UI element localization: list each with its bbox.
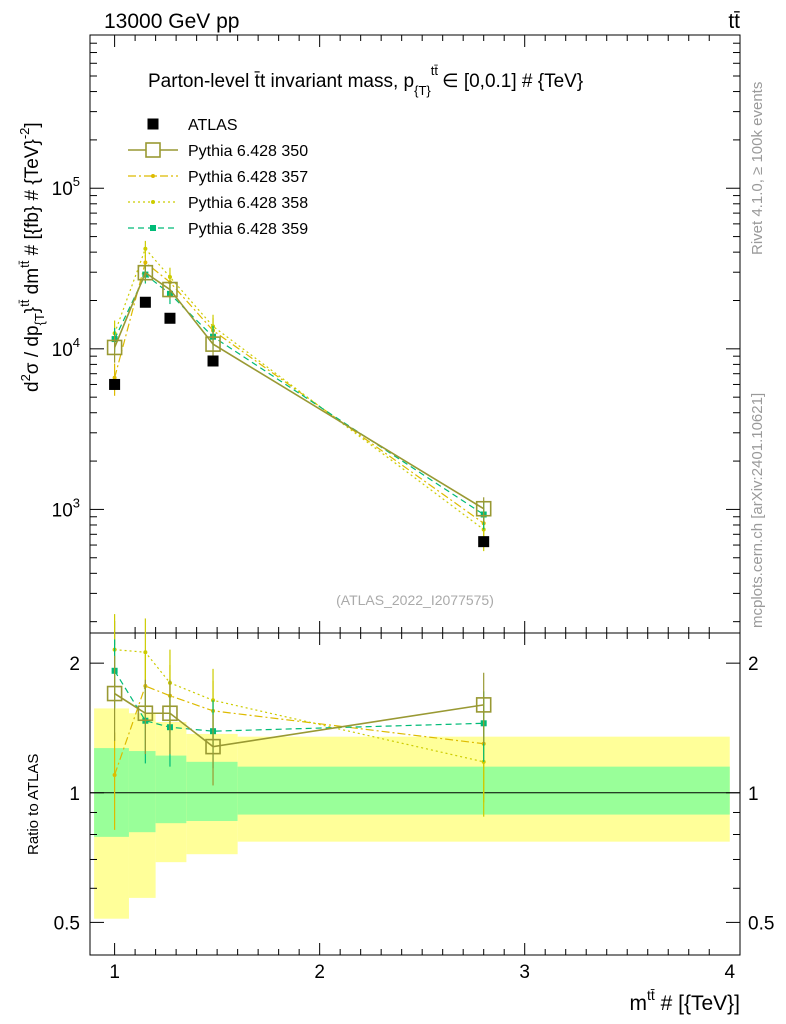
x-tick-label: 4: [724, 962, 735, 983]
main-series-2-marker: [112, 375, 117, 380]
xlabel-m: m: [629, 992, 647, 1015]
ratio-y-tick-label-right: 0.5: [748, 913, 774, 934]
legend-marker-3: [151, 200, 155, 204]
main-series-3-line: [114, 247, 485, 530]
x-tick-label: 2: [314, 962, 325, 983]
title-sup: tt̄: [431, 63, 439, 78]
main-series-3-marker: [143, 246, 148, 251]
ratio-frame: [89, 632, 741, 956]
legend-label-1: Pythia 6.428 350: [188, 143, 308, 160]
x-tick-label: 1: [109, 962, 120, 983]
main-series-2-marker: [143, 260, 148, 265]
legend-marker-4: [150, 225, 156, 231]
green-band-segment: [155, 755, 187, 824]
ratio-y-tick-label: 0.5: [54, 913, 80, 934]
ratio-series: [106, 614, 492, 830]
ratio-series-1-marker: [162, 705, 178, 722]
legend-label-3: Pythia 6.428 358: [188, 195, 308, 212]
ratio-series-1-marker: [106, 685, 123, 702]
legend-label-2: Pythia 6.428 357: [188, 169, 308, 186]
ratio-series-3-marker: [143, 650, 148, 655]
header-left: 13000 GeV pp: [104, 10, 239, 33]
title-tail: ∈ [0,0.1] # {TeV}: [442, 71, 583, 92]
green-band-segment: [186, 761, 238, 821]
main-series-1-marker: [162, 281, 178, 298]
legend-marker-atlas: [147, 118, 159, 130]
ratio-series-1-marker: [205, 738, 221, 755]
title-sub: {T}: [414, 83, 431, 98]
atlas-data-point: [478, 536, 490, 548]
watermark: (ATLAS_2022_I2077575): [336, 592, 494, 608]
main-series-1-marker: [475, 500, 492, 517]
ylabel-close: ]: [22, 122, 43, 127]
ratio-series-1-marker: [137, 705, 154, 722]
x-tick-label: 3: [519, 962, 530, 983]
main-series-1-marker: [205, 336, 221, 352]
xlabel: mtt̄ # [{TeV}]: [629, 987, 740, 1015]
ratio-y-tick-label: 2: [69, 654, 80, 675]
main-series: [106, 240, 492, 552]
ylabel-sub: {T: [32, 313, 47, 325]
atlas-data-point: [207, 355, 219, 367]
uncertainty-bands: [90, 708, 740, 919]
ratio-series-2-line: [114, 685, 484, 776]
ratio-ylabel: Ratio to ATLAS: [25, 754, 42, 855]
ratio-y-tick-label-right: 2: [748, 654, 759, 675]
main-series-3-marker: [167, 275, 172, 280]
green-band-segment: [128, 751, 156, 833]
legend-marker-2: [151, 174, 155, 178]
title-text: Parton-level t̄t invariant mass, p: [148, 71, 414, 92]
xlabel-tail: # [{TeV}]: [655, 992, 740, 1015]
header-right: tt̄: [728, 10, 740, 33]
legend: ATLAS Pythia 6.428 350 Pythia 6.428 357 Pyt…: [128, 117, 308, 238]
ylabel-dm: dm: [22, 268, 43, 300]
chart-title: Parton-level t̄t invariant mass, p{T}tt̄…: [148, 63, 583, 98]
atlas-data-point: [109, 378, 121, 390]
legend-label-4: Pythia 6.428 359: [188, 221, 308, 238]
y-tick-label: 105: [52, 174, 80, 200]
ylabel-dm-sup: tt̄: [17, 260, 32, 268]
ylabel-sup-tt: tt̄: [17, 299, 32, 307]
axis-ticks: 1 2 3 4 103 104 105 0.5 0.5 1 1 2 2: [52, 34, 774, 983]
legend-marker-1: [145, 142, 161, 158]
ylabel-sup2: 2: [18, 374, 33, 381]
atlas-data-point: [164, 312, 176, 324]
site-label: mcplots.cern.ch [arXiv:2401.10621]: [749, 393, 766, 628]
xlabel-sup: tt̄: [647, 987, 655, 1003]
ylabel-brace: }: [22, 307, 43, 313]
atlas-data-point: [139, 296, 151, 308]
legend-label-atlas: ATLAS: [188, 117, 238, 134]
rivet-label: Rivet 4.1.0, ≥ 100k events: [749, 82, 766, 255]
ylabel-mid: σ / dp: [22, 325, 43, 374]
y-tick-label: 103: [52, 495, 80, 521]
main-ylabel: d2σ / dp{T}tt̄ dmtt̄ # [{fb} # {TeV}-2]: [17, 122, 47, 392]
ratio-series-1-marker: [475, 697, 492, 713]
ylabel-d: d: [22, 381, 43, 392]
ratio-y-tick-label: 1: [69, 784, 80, 805]
main-series-1-marker: [137, 264, 154, 281]
ylabel-tail-sup: -2: [17, 128, 32, 140]
ratio-y-tick-label-right: 1: [748, 784, 759, 805]
y-tick-label: 104: [52, 335, 80, 361]
main-series-4-line: [114, 273, 485, 515]
ylabel-tail: # [{fb} # {TeV}: [22, 139, 43, 261]
ratio-series-2-marker: [112, 772, 117, 777]
main-series-1-marker: [106, 339, 123, 356]
